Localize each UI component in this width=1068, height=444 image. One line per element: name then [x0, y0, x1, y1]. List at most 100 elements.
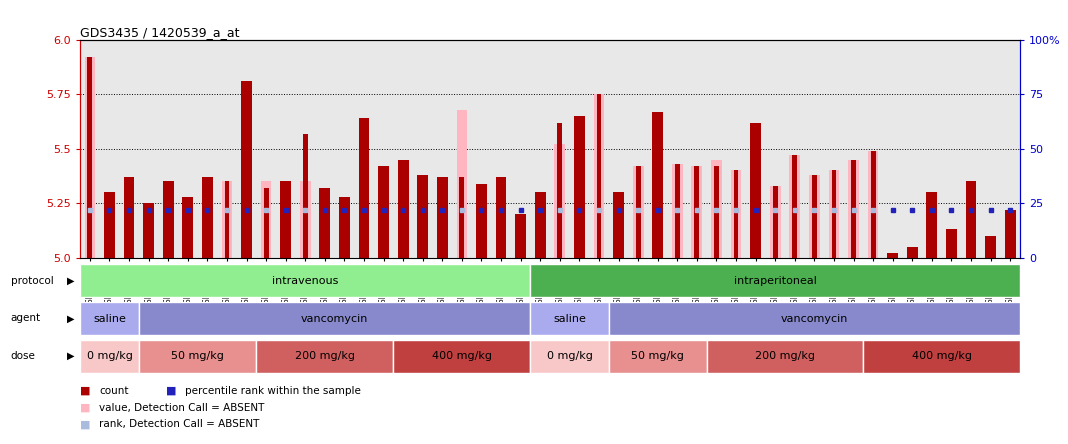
Bar — [456, 110, 468, 258]
Bar — [870, 151, 876, 258]
Text: ▶: ▶ — [67, 276, 75, 285]
Bar — [714, 166, 719, 258]
Bar — [597, 95, 601, 258]
Text: 50 mg/kg: 50 mg/kg — [631, 351, 685, 361]
Bar — [888, 253, 898, 258]
Bar — [808, 175, 820, 258]
Text: rank, Detection Call = ABSENT: rank, Detection Call = ABSENT — [99, 420, 260, 429]
Bar — [459, 177, 465, 258]
Text: ▶: ▶ — [67, 351, 75, 361]
Bar — [303, 134, 308, 258]
Text: ■: ■ — [166, 386, 176, 396]
Text: GDS3435 / 1420539_a_at: GDS3435 / 1420539_a_at — [80, 26, 239, 39]
Bar — [104, 192, 115, 258]
Text: vancomycin: vancomycin — [781, 313, 848, 324]
Bar — [162, 182, 174, 258]
Bar — [707, 340, 863, 373]
Bar — [632, 166, 644, 258]
Bar — [867, 151, 879, 258]
Bar — [80, 264, 531, 297]
Text: agent: agent — [11, 313, 41, 323]
Bar — [711, 160, 722, 258]
Bar — [812, 175, 817, 258]
Bar — [359, 118, 370, 258]
Text: 200 mg/kg: 200 mg/kg — [295, 351, 355, 361]
Bar — [280, 182, 292, 258]
Bar — [476, 183, 487, 258]
Bar — [84, 57, 95, 258]
Bar — [221, 182, 233, 258]
Bar — [613, 192, 624, 258]
Bar — [851, 160, 855, 258]
Bar — [139, 340, 256, 373]
Bar — [770, 186, 781, 258]
Text: percentile rank within the sample: percentile rank within the sample — [185, 386, 361, 396]
Bar — [985, 236, 996, 258]
Bar — [792, 155, 797, 258]
Bar — [554, 144, 565, 258]
Text: saline: saline — [93, 313, 126, 324]
Bar — [531, 302, 609, 335]
Text: ▶: ▶ — [67, 313, 75, 323]
Bar — [694, 166, 700, 258]
Bar — [418, 175, 428, 258]
Text: 400 mg/kg: 400 mg/kg — [431, 351, 492, 361]
Bar — [496, 177, 506, 258]
Bar — [256, 340, 393, 373]
Text: ■: ■ — [80, 386, 91, 396]
Text: dose: dose — [11, 351, 35, 361]
Bar — [750, 123, 761, 258]
Bar — [848, 160, 859, 258]
Text: 200 mg/kg: 200 mg/kg — [755, 351, 815, 361]
Bar — [907, 247, 917, 258]
Bar — [124, 177, 135, 258]
Bar — [731, 170, 741, 258]
Text: count: count — [99, 386, 129, 396]
Bar — [88, 57, 92, 258]
Text: 0 mg/kg: 0 mg/kg — [87, 351, 132, 361]
Bar — [946, 229, 957, 258]
Bar — [557, 123, 562, 258]
Text: value, Detection Call = ABSENT: value, Detection Call = ABSENT — [99, 403, 265, 412]
Bar — [734, 170, 738, 258]
Bar — [339, 197, 350, 258]
Bar — [531, 340, 609, 373]
Bar — [863, 340, 1020, 373]
Bar — [241, 81, 252, 258]
Bar — [609, 340, 707, 373]
Bar — [635, 166, 641, 258]
Bar — [80, 340, 139, 373]
Bar — [832, 170, 836, 258]
Bar — [609, 302, 1020, 335]
Bar — [926, 192, 938, 258]
Bar — [829, 170, 839, 258]
Text: ■: ■ — [80, 403, 91, 412]
Bar — [143, 203, 154, 258]
Bar — [264, 188, 268, 258]
Text: 400 mg/kg: 400 mg/kg — [912, 351, 972, 361]
Bar — [300, 182, 311, 258]
Text: ■: ■ — [80, 420, 91, 429]
Bar — [675, 164, 679, 258]
Text: protocol: protocol — [11, 276, 53, 285]
Bar — [789, 155, 800, 258]
Bar — [80, 302, 139, 335]
Bar — [594, 95, 604, 258]
Bar — [139, 302, 531, 335]
Bar — [531, 264, 1020, 297]
Bar — [437, 177, 447, 258]
Bar — [773, 186, 778, 258]
Text: 50 mg/kg: 50 mg/kg — [171, 351, 224, 361]
Bar — [691, 166, 703, 258]
Text: vancomycin: vancomycin — [301, 313, 368, 324]
Bar — [319, 188, 330, 258]
Bar — [965, 182, 976, 258]
Bar — [183, 197, 193, 258]
Bar — [1005, 210, 1016, 258]
Text: saline: saline — [553, 313, 586, 324]
Text: 0 mg/kg: 0 mg/kg — [547, 351, 593, 361]
Bar — [672, 164, 682, 258]
Bar — [224, 182, 230, 258]
Bar — [574, 116, 585, 258]
Bar — [397, 160, 409, 258]
